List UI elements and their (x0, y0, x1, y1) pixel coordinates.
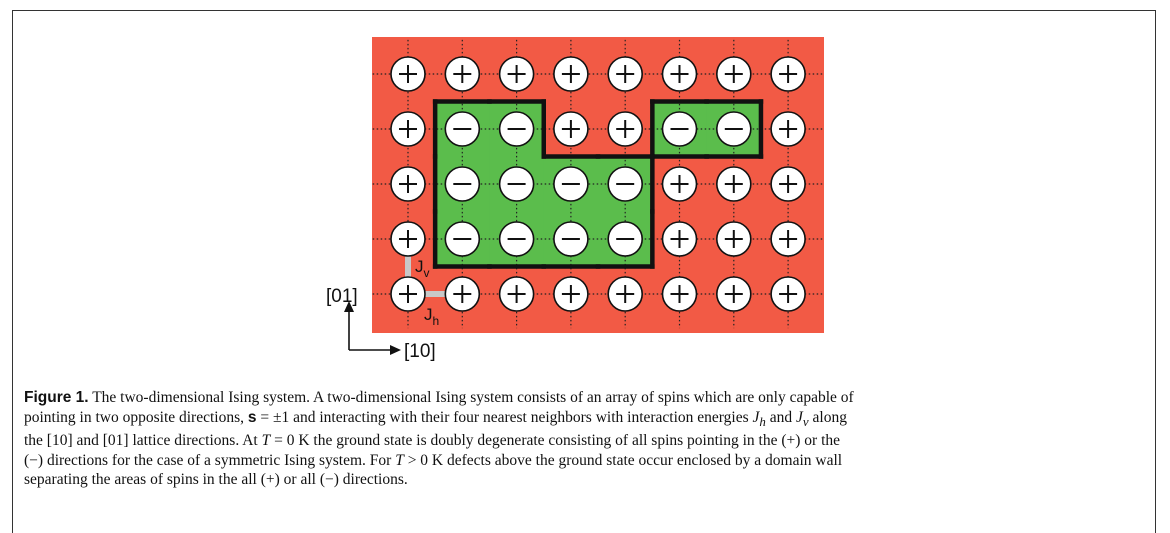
ising-lattice-figure: Jv Jh [01] [10] (326, 37, 824, 362)
jh-label: Jh (424, 305, 439, 328)
spin-up (770, 111, 806, 147)
spin-up (661, 221, 698, 257)
spin-up (715, 56, 752, 92)
spin-up (498, 56, 535, 92)
spin-down (498, 111, 535, 147)
spin-up (607, 56, 644, 92)
spin-down (444, 166, 481, 202)
spin-down (444, 111, 481, 147)
spin-down (607, 166, 644, 202)
spin-up (390, 221, 426, 257)
spin-up (390, 166, 426, 202)
spin-array (390, 56, 806, 312)
spin-up (661, 56, 698, 92)
spin-up (444, 276, 481, 312)
caption-line-2: pointing in two opposite directions, s =… (24, 408, 847, 429)
spin-up (770, 221, 806, 257)
spin-up (444, 56, 481, 92)
spin-up (715, 166, 752, 202)
spin-up (607, 276, 644, 312)
spin-up (553, 111, 589, 147)
domain-walls (432, 99, 764, 269)
spin-down (498, 221, 535, 257)
lattice-axes (348, 310, 392, 351)
caption-line-1: Figure 1. The two-dimensional Ising syst… (24, 389, 854, 406)
spin-up (770, 166, 806, 202)
axis-horizontal-label: [10] (404, 341, 436, 362)
spin-down (498, 166, 535, 202)
caption-line-4: (−) directions for the case of a symmetr… (24, 451, 843, 469)
figure-caption: Figure 1. The two-dimensional Ising syst… (24, 388, 1144, 490)
spin-down (607, 221, 644, 257)
jv-label: Jv (415, 257, 430, 280)
spin-up (390, 276, 426, 312)
coupling-labels: Jv Jh (415, 257, 439, 328)
spin-up (715, 276, 752, 312)
spin-down (553, 221, 589, 257)
figure-frame (12, 10, 1156, 533)
caption-line-5: separating the areas of spins in the all… (24, 471, 408, 489)
spin-down (661, 111, 698, 147)
spin-up (770, 56, 806, 92)
coupling-bonds (405, 256, 446, 297)
spin-down (444, 221, 481, 257)
spin-up (715, 221, 752, 257)
spin-up (661, 166, 698, 202)
caption-label: Figure 1. (24, 389, 89, 406)
spin-up (553, 56, 589, 92)
spin-up (607, 111, 644, 147)
axis-horizontal-arrowhead (390, 345, 401, 355)
axis-vertical-label: [01] (326, 286, 358, 307)
spin-down (715, 111, 752, 147)
spin-up (390, 111, 426, 147)
spin-up (553, 276, 589, 312)
spin-down (553, 166, 589, 202)
spin-up (390, 56, 426, 92)
spin-up (661, 276, 698, 312)
spin-up (770, 276, 806, 312)
axis-vertical-arrowhead (344, 301, 354, 312)
spin-up (498, 276, 535, 312)
caption-line-3: the [10] and [01] lattice directions. At… (24, 432, 841, 450)
